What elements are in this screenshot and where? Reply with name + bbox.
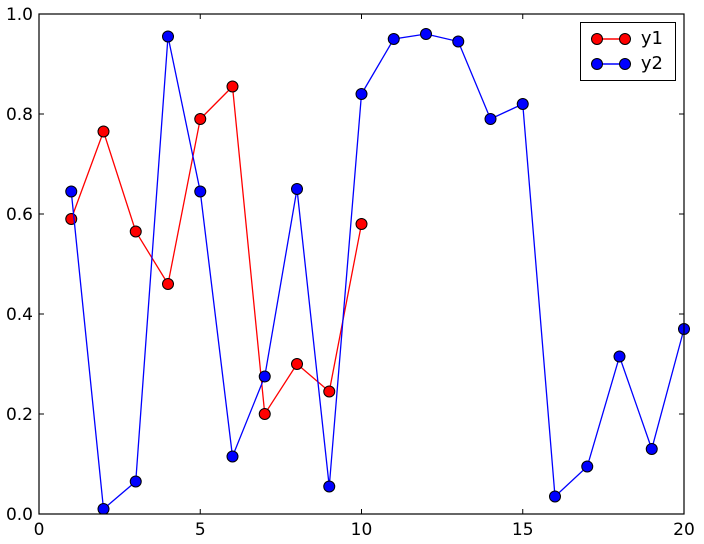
data-point-y1 xyxy=(162,278,174,290)
legend-entry-y2: y2 xyxy=(590,55,663,73)
series-y1 xyxy=(65,80,368,420)
y-tick-label: 0.4 xyxy=(6,305,33,325)
data-point-y2 xyxy=(484,113,497,125)
series-y2 xyxy=(65,28,690,515)
data-point-y2 xyxy=(162,30,174,43)
legend: y1 y2 xyxy=(579,22,676,81)
data-point-y2 xyxy=(355,88,368,100)
data-point-y2 xyxy=(129,475,142,488)
data-point-y1 xyxy=(194,113,207,125)
data-point-y1 xyxy=(258,408,271,420)
data-point-y2 xyxy=(516,98,529,110)
data-point-y1 xyxy=(355,218,368,230)
data-point-y2 xyxy=(420,28,432,40)
data-point-y1 xyxy=(291,358,303,370)
y-tick-label: 0.2 xyxy=(6,405,33,425)
y-tick-label: 1.0 xyxy=(6,5,33,25)
data-point-y2 xyxy=(226,450,239,463)
data-point-y2 xyxy=(97,503,110,515)
data-point-y2 xyxy=(549,490,561,503)
data-point-y2 xyxy=(194,185,207,198)
y-tick-label: 0.6 xyxy=(6,205,33,225)
data-point-y2 xyxy=(65,185,78,198)
legend-entry-y1: y1 xyxy=(590,30,663,48)
data-point-y2 xyxy=(452,35,465,48)
data-point-y2 xyxy=(291,183,303,195)
data-point-y2 xyxy=(387,33,400,45)
x-tick-label: 10 xyxy=(351,520,373,540)
data-point-y1 xyxy=(65,213,78,225)
legend-label-y2: y2 xyxy=(640,53,663,74)
y-tick-label: 0.8 xyxy=(6,105,33,125)
data-point-y1 xyxy=(226,80,239,93)
x-tick-label: 5 xyxy=(195,520,206,540)
legend-sample-y2-icon xyxy=(590,58,631,70)
data-point-y2 xyxy=(645,443,658,455)
data-point-y1 xyxy=(97,125,110,138)
axes-frame xyxy=(38,13,685,515)
data-point-y2 xyxy=(581,460,594,473)
series-line-y1 xyxy=(70,85,363,416)
data-point-y1 xyxy=(323,385,336,398)
x-tick-label: 0 xyxy=(34,520,45,540)
data-point-y1 xyxy=(129,225,142,238)
y-tick-label: 0.0 xyxy=(6,505,33,525)
series-line-y2 xyxy=(70,33,685,511)
data-point-y2 xyxy=(258,370,271,383)
legend-label-y1: y1 xyxy=(640,28,663,49)
legend-sample-y1-icon xyxy=(590,33,631,45)
x-tick-label: 20 xyxy=(673,520,695,540)
data-point-y2 xyxy=(613,350,626,363)
data-point-y2 xyxy=(323,480,336,493)
x-tick-label: 15 xyxy=(512,520,534,540)
